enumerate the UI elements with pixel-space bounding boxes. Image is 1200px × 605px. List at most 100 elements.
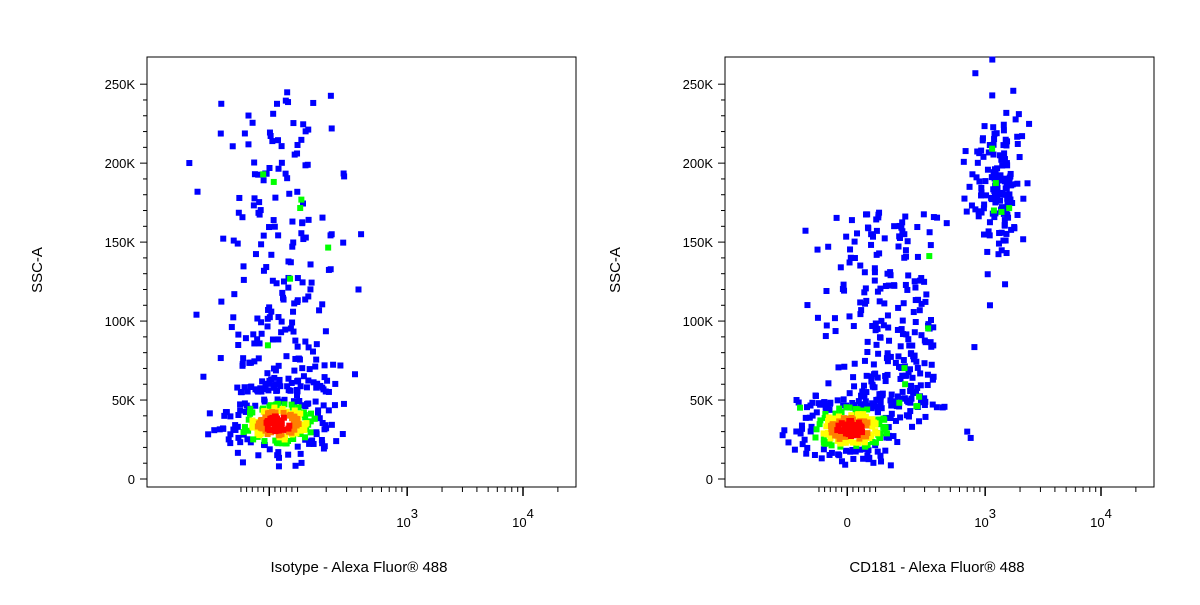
- y-tick-label: 100K: [105, 314, 136, 329]
- data-point: [966, 183, 973, 190]
- y-tick-label: 0: [706, 472, 713, 487]
- data-point: [990, 195, 997, 202]
- data-point: [853, 442, 860, 449]
- data-point: [943, 220, 950, 227]
- data-point: [897, 375, 904, 382]
- data-point: [193, 311, 200, 318]
- data-point: [891, 223, 898, 230]
- data-point: [846, 313, 853, 320]
- data-point: [337, 362, 344, 369]
- data-point: [851, 255, 858, 262]
- data-point: [812, 434, 819, 441]
- data-point: [314, 409, 321, 416]
- data-point: [297, 205, 304, 212]
- data-point: [217, 355, 224, 362]
- data-point: [857, 299, 864, 306]
- data-point: [300, 373, 307, 380]
- data-point: [880, 322, 887, 329]
- data-point: [308, 279, 315, 286]
- data-point: [926, 253, 933, 260]
- data-point: [295, 404, 302, 411]
- data-point: [1020, 236, 1027, 243]
- data-point: [1006, 205, 1013, 212]
- data-point: [989, 145, 996, 152]
- data-point: [874, 374, 881, 381]
- data-point: [881, 235, 888, 242]
- data-point: [290, 398, 297, 405]
- data-point: [205, 431, 212, 438]
- data-point: [991, 136, 998, 143]
- data-point: [930, 342, 937, 349]
- data-point: [847, 246, 854, 253]
- data-point: [841, 363, 848, 370]
- data-point: [928, 361, 935, 368]
- data-point: [340, 400, 347, 407]
- data-point: [313, 356, 320, 363]
- data-point: [863, 211, 870, 218]
- data-point: [991, 130, 998, 137]
- data-point: [295, 355, 302, 362]
- data-point: [981, 201, 988, 208]
- data-point: [868, 432, 875, 439]
- data-point: [986, 302, 993, 309]
- data-point: [888, 410, 895, 417]
- data-point: [820, 446, 827, 453]
- data-point: [871, 265, 878, 272]
- data-point: [998, 156, 1005, 163]
- data-point: [848, 217, 855, 224]
- data-point: [319, 214, 326, 221]
- data-point: [991, 214, 998, 221]
- data-point: [294, 443, 301, 450]
- data-point: [870, 459, 877, 466]
- data-point: [825, 414, 832, 421]
- data-point: [832, 328, 839, 335]
- data-point: [850, 374, 857, 381]
- data-point: [803, 450, 810, 457]
- data-point: [218, 100, 225, 107]
- data-point: [930, 373, 937, 380]
- scatter-points: [186, 89, 365, 470]
- data-point: [868, 378, 875, 385]
- data-point: [322, 328, 329, 335]
- x-tick-label: 103: [974, 506, 996, 530]
- data-point: [998, 175, 1005, 182]
- data-point: [896, 399, 903, 406]
- data-point: [990, 141, 997, 148]
- data-point: [319, 419, 326, 426]
- data-point: [264, 420, 271, 427]
- data-point: [288, 379, 295, 386]
- data-point: [820, 439, 827, 446]
- y-axis-title: SSC-A: [29, 247, 46, 293]
- data-point: [255, 209, 262, 216]
- data-point: [304, 161, 311, 168]
- data-point: [272, 367, 279, 374]
- data-point: [186, 160, 193, 167]
- data-point: [301, 411, 308, 418]
- data-point: [921, 395, 928, 402]
- data-point: [1014, 133, 1021, 140]
- data-point: [914, 224, 921, 231]
- data-point: [875, 214, 882, 221]
- data-point: [262, 380, 269, 387]
- y-tick-label: 200K: [105, 156, 136, 171]
- data-point: [892, 359, 899, 366]
- data-point: [876, 334, 883, 341]
- data-point: [821, 415, 828, 422]
- data-point: [895, 353, 902, 360]
- data-point: [877, 434, 884, 441]
- data-point: [251, 171, 258, 178]
- data-point: [284, 383, 291, 390]
- data-point: [1003, 185, 1010, 192]
- data-point: [305, 216, 312, 223]
- data-point: [813, 426, 820, 433]
- data-point: [905, 412, 912, 419]
- data-point: [822, 333, 829, 340]
- y-tick-label: 100K: [683, 314, 714, 329]
- data-point: [907, 408, 914, 415]
- data-point: [847, 448, 854, 455]
- data-point: [835, 413, 842, 420]
- data-point: [247, 384, 254, 391]
- data-point: [254, 315, 261, 322]
- data-point: [865, 447, 872, 454]
- data-point: [912, 297, 919, 304]
